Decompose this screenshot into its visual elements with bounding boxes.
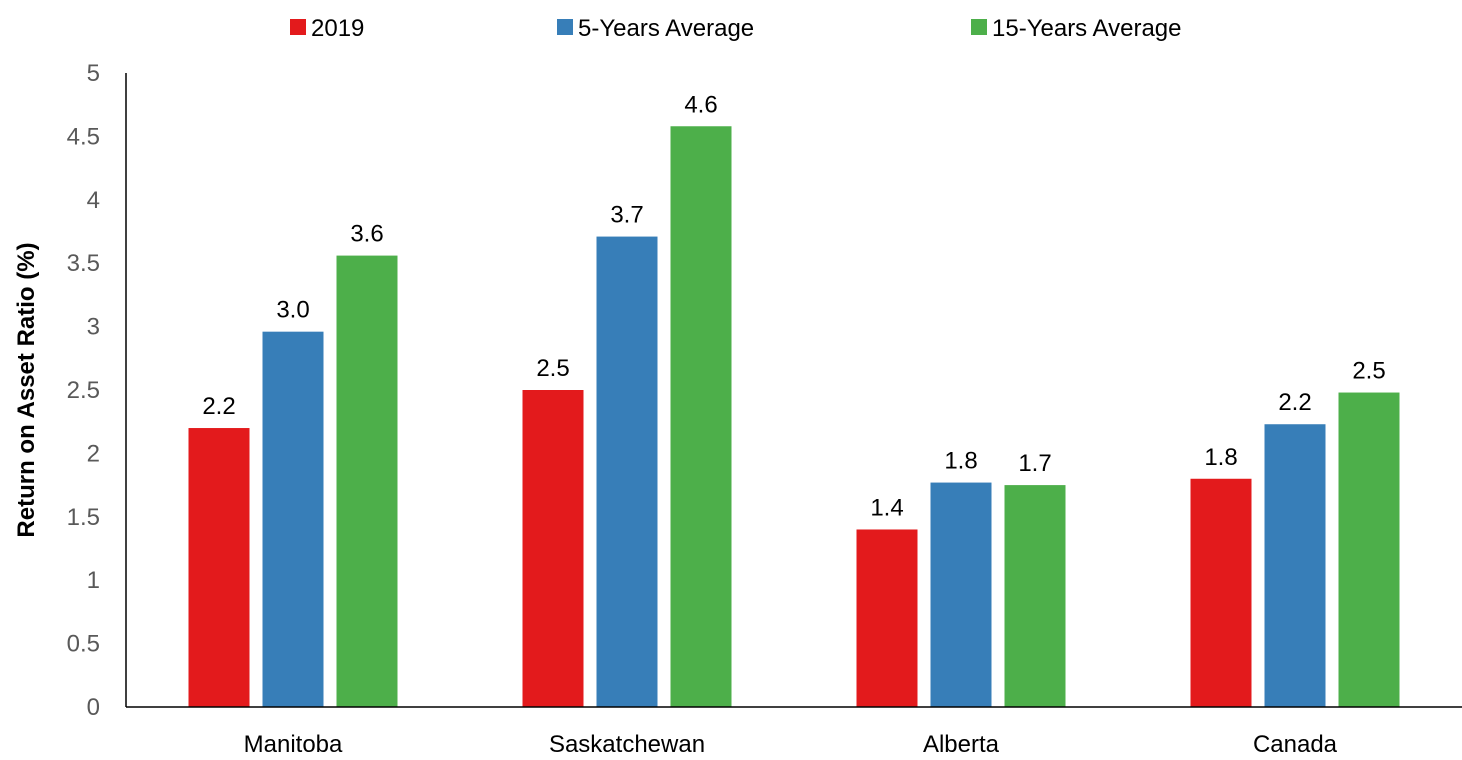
x-category-label: Saskatchewan [549, 731, 705, 758]
data-label: 2.2 [1278, 389, 1311, 416]
x-category-label: Canada [1253, 731, 1338, 758]
bar-5-years-average-canada [1264, 424, 1326, 707]
y-tick-label: 2 [87, 440, 100, 467]
legend: 2019 5-Years Average 15-Years Average [290, 15, 1181, 42]
y-tick-label: 3.5 [67, 250, 100, 277]
y-tick-label: 2.5 [67, 377, 100, 404]
bar-2019-manitoba [188, 428, 250, 707]
y-axis-ticks: 0 0.5 1 1.5 2 2.5 3 3.5 4 4.5 5 [67, 60, 100, 721]
data-label: 2.5 [1352, 358, 1385, 385]
legend-label: 2019 [311, 15, 364, 42]
x-category-label: Manitoba [244, 731, 343, 758]
data-label: 2.5 [536, 355, 569, 382]
bar-15-years-average-saskatchewan [670, 126, 732, 708]
bar-2019-canada [1190, 478, 1252, 707]
x-axis-labels: Manitoba Saskatchewan Alberta Canada [244, 731, 1338, 758]
y-tick-label: 3 [87, 314, 100, 341]
data-label: 3.0 [276, 297, 309, 324]
y-tick-label: 4 [87, 187, 100, 214]
data-label: 4.6 [684, 91, 717, 118]
bar-2019-saskatchewan [522, 390, 584, 707]
y-tick-label: 4.5 [67, 123, 100, 150]
data-label: 1.4 [870, 494, 903, 521]
y-tick-label: 0.5 [67, 631, 100, 658]
legend-swatch [290, 19, 306, 35]
x-category-label: Alberta [923, 731, 1000, 758]
data-label: 1.8 [1204, 444, 1237, 471]
bar-2019-alberta [856, 529, 918, 707]
data-label: 2.2 [202, 393, 235, 420]
bar-5-years-average-alberta [930, 482, 992, 707]
data-label: 3.7 [610, 202, 643, 229]
bars [188, 126, 1400, 708]
bar-15-years-average-alberta [1004, 485, 1066, 707]
legend-label: 15-Years Average [992, 15, 1181, 42]
data-labels: 2.2 3.0 3.6 2.5 3.7 4.6 1.4 1.8 1.7 1.8 2.2 2.5 [202, 91, 1385, 521]
bar-15-years-average-manitoba [336, 255, 398, 708]
legend-swatch [971, 19, 987, 35]
y-tick-label: 1 [87, 567, 100, 594]
y-tick-label: 5 [87, 60, 100, 87]
bar-5-years-average-manitoba [262, 331, 324, 707]
data-label: 3.6 [350, 221, 383, 248]
data-label: 1.8 [944, 448, 977, 475]
y-tick-label: 0 [87, 694, 100, 721]
y-axis-title: Return on Asset Ratio (%) [13, 242, 40, 537]
legend-label: 5-Years Average [578, 15, 754, 42]
data-label: 1.7 [1018, 450, 1051, 477]
bar-5-years-average-saskatchewan [596, 236, 658, 707]
bar-15-years-average-canada [1338, 392, 1400, 707]
y-tick-label: 1.5 [67, 504, 100, 531]
legend-swatch [557, 19, 573, 35]
